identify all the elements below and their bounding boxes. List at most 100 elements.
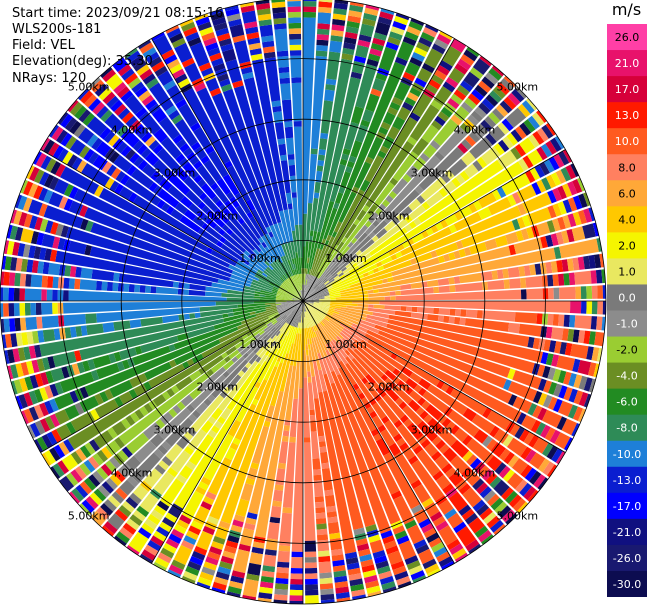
- ray-gate-segment: [332, 559, 345, 567]
- ray-gate-segment: [39, 387, 49, 401]
- ray-gate-segment: [259, 299, 276, 301]
- ray-gate-segment: [265, 405, 275, 423]
- ray-gate-segment: [382, 535, 395, 545]
- ray-gate-segment: [294, 274, 302, 296]
- ray-gate-segment: [410, 570, 425, 581]
- ray-gate-segment: [39, 247, 47, 260]
- ray-gate-segment: [290, 276, 301, 297]
- ray-gate-segment: [537, 364, 546, 377]
- ray-gate-segment: [316, 330, 328, 351]
- ray-gate-segment: [233, 307, 266, 316]
- ray-gate-segment: [330, 302, 358, 307]
- ray-gate-segment: [234, 213, 242, 221]
- ray-gate-segment: [138, 527, 152, 539]
- ray-gate-segment: [303, 301, 322, 323]
- ray-gate-segment: [22, 244, 31, 258]
- ray-gate-segment: [583, 377, 593, 392]
- ray-gate-segment: [57, 112, 69, 125]
- ray-gate-segment: [420, 438, 431, 449]
- ray-gate-segment: [64, 117, 77, 132]
- range-ring-label: 5.00km: [497, 509, 539, 522]
- ray-gate-segment: [86, 323, 104, 336]
- ray-gate-segment: [312, 306, 328, 315]
- ray-gate-segment: [455, 240, 464, 250]
- ray-gate-segment: [448, 67, 465, 84]
- ray-gate-segment: [423, 527, 437, 539]
- ray-gate-segment: [289, 589, 303, 596]
- ray-gate-segment: [362, 272, 369, 278]
- ray-gate-segment: [224, 356, 231, 363]
- ray-gate-segment: [479, 507, 493, 521]
- ray-gate-segment: [28, 345, 37, 359]
- ray-gate-segment: [226, 165, 251, 202]
- ray-gate-segment: [128, 284, 135, 293]
- colorbar-swatch: [607, 466, 647, 494]
- ray-gate-segment: [68, 491, 81, 504]
- ray-gate-segment: [365, 224, 376, 235]
- ray-gate-segment: [527, 403, 538, 416]
- ray-gate-segment: [300, 311, 303, 329]
- ray-gate-segment: [321, 462, 330, 469]
- ray-gate-segment: [577, 256, 585, 270]
- ray-gate-segment: [252, 279, 273, 290]
- ray-gate-segment: [249, 48, 262, 56]
- ray-gate-segment: [57, 237, 66, 250]
- ray-gate-segment: [330, 244, 339, 255]
- ray-gate-segment: [131, 81, 145, 94]
- ray-gate-segment: [552, 218, 561, 232]
- ray-gate-segment: [245, 517, 257, 526]
- ray-gate-segment: [292, 301, 303, 327]
- ray-gate-segment: [298, 328, 301, 334]
- ray-gate-segment: [77, 88, 90, 101]
- ray-gate-segment: [529, 470, 542, 485]
- ray-gate-segment: [254, 381, 261, 389]
- ray-gate-segment: [311, 290, 316, 295]
- ray-gate-segment: [329, 293, 341, 297]
- ray-gate-segment: [217, 32, 231, 42]
- ray-gate-segment: [218, 316, 269, 344]
- ray-gate-segment: [456, 84, 470, 97]
- ray-gate-segment: [330, 370, 401, 525]
- ray-gate-segment: [517, 103, 531, 118]
- ray-gate-segment: [315, 330, 328, 357]
- ray-gate-segment: [59, 371, 95, 393]
- ray-gate-segment: [535, 422, 546, 436]
- ray-gate-segment: [489, 125, 506, 142]
- ray-gate-segment: [542, 442, 554, 457]
- ray-gate-segment: [187, 37, 202, 47]
- ray-gate-segment: [586, 301, 593, 314]
- ray-gate-segment: [79, 395, 99, 413]
- ray-gate-segment: [75, 448, 87, 462]
- ray-gate-segment: [52, 351, 77, 368]
- ray-gate-segment: [379, 11, 394, 21]
- ray-gate-segment: [373, 433, 383, 442]
- ray-gate-segment: [106, 281, 113, 291]
- ray-gate-segment: [130, 412, 140, 423]
- ray-gate-segment: [335, 294, 369, 299]
- ray-gate-segment: [228, 580, 243, 590]
- range-ring-label: 4.00km: [111, 466, 153, 479]
- ray-gate-segment: [270, 304, 277, 307]
- ray-gate-segment: [324, 280, 330, 285]
- ray-gate-segment: [473, 200, 483, 211]
- ray-gate-segment: [555, 169, 567, 184]
- ray-gate-segment: [13, 303, 20, 317]
- ray-gate-segment: [94, 393, 104, 405]
- ray-gate-segment: [148, 139, 160, 151]
- ray-gate-segment: [141, 131, 153, 143]
- ray-gate-segment: [271, 319, 277, 324]
- ray-gate-segment: [37, 261, 45, 274]
- ray-gate-segment: [547, 396, 558, 411]
- ray-gate-segment: [281, 244, 290, 261]
- ray-gate-segment: [20, 362, 30, 376]
- ray-gate-segment: [169, 63, 183, 75]
- ray-gate-segment: [288, 271, 292, 277]
- ray-gate-segment: [218, 228, 226, 236]
- ray-gate-segment: [395, 12, 410, 21]
- ray-gate-segment: [293, 333, 300, 367]
- ray-gate-segment: [453, 276, 461, 284]
- ray-gate-segment: [255, 271, 276, 285]
- ray-gate-segment: [569, 315, 576, 328]
- ray-gate-segment: [432, 516, 446, 527]
- ray-gate-segment: [325, 84, 336, 91]
